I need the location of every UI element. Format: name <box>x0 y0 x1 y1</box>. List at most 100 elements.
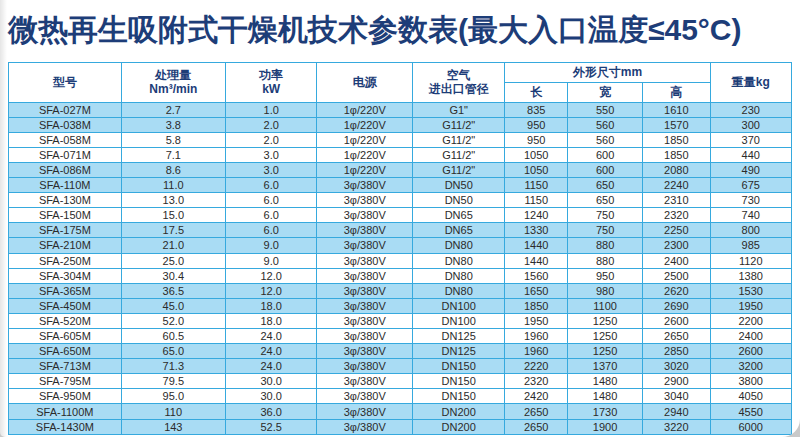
cell-supply: 3φ/380V <box>317 238 413 253</box>
cell-model: SFA-650M <box>9 344 122 359</box>
cell-weight: 1530 <box>710 283 792 298</box>
cell-width: 600 <box>568 147 643 162</box>
cell-model: SFA-110M <box>9 178 122 193</box>
cell-weight: 2600 <box>710 344 792 359</box>
cell-capacity: 17.5 <box>121 223 225 238</box>
cell-height: 2850 <box>643 344 710 359</box>
cell-length: 950 <box>505 132 568 147</box>
cell-pipe: DN125 <box>413 344 505 359</box>
cell-capacity: 95.0 <box>121 389 225 404</box>
cell-weight: 740 <box>710 208 792 223</box>
cell-weight: 3800 <box>710 374 792 389</box>
table-row: SFA-058M5.82.01φ/220VG11/2"9505601850370 <box>9 132 792 147</box>
table-row: SFA-038M3.82.01φ/220VG11/2"9505601570300 <box>9 117 792 132</box>
cell-pipe: DN65 <box>413 223 505 238</box>
cell-height: 1850 <box>643 147 710 162</box>
cell-supply: 3φ/380V <box>317 374 413 389</box>
cell-length: 1440 <box>505 238 568 253</box>
cell-weight: 2400 <box>710 329 792 344</box>
col-header-length: 长 <box>505 82 568 102</box>
cell-supply: 3φ/380V <box>317 268 413 283</box>
cell-height: 2620 <box>643 283 710 298</box>
spec-sheet-page: 微热再生吸附式干燥机技术参数表(最大入口温度≤45°C) 型号 处理量 Nm³/… <box>0 0 800 437</box>
cell-height: 2940 <box>643 404 710 419</box>
cell-power: 3.0 <box>225 147 317 162</box>
cell-capacity: 21.0 <box>121 238 225 253</box>
cell-length: 2420 <box>505 389 568 404</box>
cell-width: 550 <box>568 102 643 117</box>
table-row: SFA-110M11.06.03φ/380VDN5011506502240675 <box>9 178 792 193</box>
cell-pipe: DN150 <box>413 359 505 374</box>
cell-pipe: DN65 <box>413 208 505 223</box>
cell-height: 2650 <box>643 329 710 344</box>
cell-model: SFA-304M <box>9 268 122 283</box>
cell-pipe: DN100 <box>413 313 505 328</box>
cell-model: SFA-071M <box>9 147 122 162</box>
table-row: SFA-605M60.524.03φ/380VDN125196012502650… <box>9 329 792 344</box>
cell-height: 2310 <box>643 193 710 208</box>
cell-capacity: 15.0 <box>121 208 225 223</box>
cell-weight: 800 <box>710 223 792 238</box>
table-row: SFA-950M95.030.03φ/380VDN150242014803040… <box>9 389 792 404</box>
cell-width: 880 <box>568 238 643 253</box>
cell-power: 18.0 <box>225 298 317 313</box>
cell-model: SFA-210M <box>9 238 122 253</box>
table-row: SFA-130M13.06.03φ/380VDN5011506502310730 <box>9 193 792 208</box>
cell-pipe: DN80 <box>413 268 505 283</box>
cell-power: 24.0 <box>225 344 317 359</box>
cell-length: 1050 <box>505 162 568 177</box>
cell-height: 2500 <box>643 268 710 283</box>
header-row-top: 型号 处理量 Nm³/min 功率 kW 电源 空气 进出口管径 外形尺寸mm … <box>9 62 792 82</box>
cell-width: 1250 <box>568 344 643 359</box>
cell-width: 1480 <box>568 389 643 404</box>
cell-model: SFA-150M <box>9 208 122 223</box>
cell-pipe: DN80 <box>413 253 505 268</box>
cell-height: 3220 <box>643 419 710 434</box>
col-header-power-unit: kW <box>226 82 317 96</box>
cell-supply: 3φ/380V <box>317 298 413 313</box>
cell-width: 1370 <box>568 359 643 374</box>
table-row: SFA-150M15.06.03φ/380VDN6512407502320740 <box>9 208 792 223</box>
table-row: SFA-365M36.512.03φ/380VDN801650980262015… <box>9 283 792 298</box>
col-header-weight: 重量kg <box>710 62 792 102</box>
cell-width: 560 <box>568 132 643 147</box>
cell-power: 9.0 <box>225 253 317 268</box>
cell-capacity: 5.8 <box>121 132 225 147</box>
cell-capacity: 45.0 <box>121 298 225 313</box>
cell-pipe: DN80 <box>413 283 505 298</box>
cell-width: 1250 <box>568 329 643 344</box>
cell-model: SFA-175M <box>9 223 122 238</box>
cell-supply: 3φ/380V <box>317 178 413 193</box>
cell-power: 2.0 <box>225 132 317 147</box>
cell-width: 650 <box>568 193 643 208</box>
cell-capacity: 7.1 <box>121 147 225 162</box>
col-header-power: 功率 kW <box>225 62 317 102</box>
cell-supply: 3φ/380V <box>317 419 413 434</box>
cell-width: 600 <box>568 162 643 177</box>
cell-supply: 1φ/220V <box>317 102 413 117</box>
cell-width: 750 <box>568 223 643 238</box>
cell-length: 1330 <box>505 223 568 238</box>
col-header-height: 高 <box>643 82 710 102</box>
cell-height: 1850 <box>643 132 710 147</box>
cell-length: 1440 <box>505 253 568 268</box>
cell-height: 2300 <box>643 238 710 253</box>
cell-supply: 3φ/380V <box>317 283 413 298</box>
table-row: SFA-175M17.56.03φ/380VDN6513307502250800 <box>9 223 792 238</box>
cell-weight: 2200 <box>710 313 792 328</box>
table-row: SFA-304M30.412.03φ/380VDN801560950250013… <box>9 268 792 283</box>
cell-length: 1960 <box>505 344 568 359</box>
cell-length: 1850 <box>505 298 568 313</box>
cell-supply: 3φ/380V <box>317 389 413 404</box>
cell-model: SFA-1430M <box>9 419 122 434</box>
cell-supply: 1φ/220V <box>317 132 413 147</box>
cell-supply: 3φ/380V <box>317 208 413 223</box>
cell-supply: 1φ/220V <box>317 117 413 132</box>
cell-model: SFA-365M <box>9 283 122 298</box>
cell-power: 12.0 <box>225 283 317 298</box>
table-row: SFA-027M2.71.01φ/220VG1"8355501610230 <box>9 102 792 117</box>
cell-weight: 1120 <box>710 253 792 268</box>
cell-model: SFA-250M <box>9 253 122 268</box>
cell-power: 6.0 <box>225 178 317 193</box>
cell-length: 1650 <box>505 283 568 298</box>
